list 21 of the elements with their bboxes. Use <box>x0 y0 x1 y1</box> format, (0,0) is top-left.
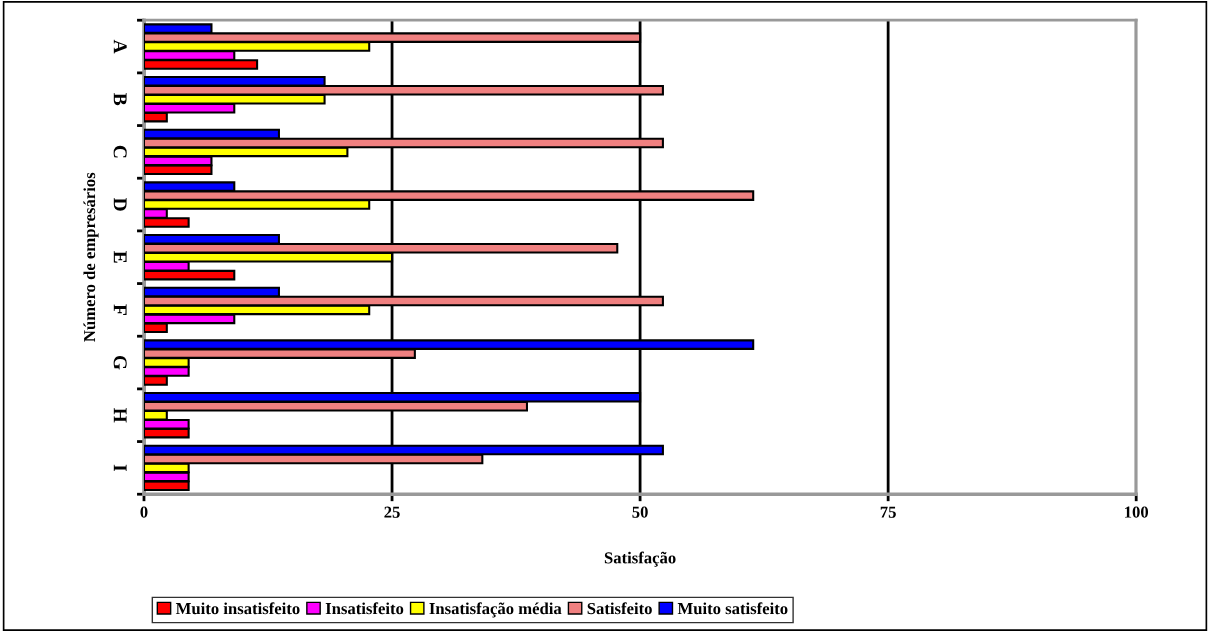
x-tick-label: 75 <box>880 506 896 518</box>
y-tick-label: E <box>113 251 127 263</box>
legend-label: Muito satisfeito <box>677 602 788 615</box>
x-tick-label: 100 <box>1125 506 1149 518</box>
y-tick-label: A <box>113 39 127 54</box>
x-axis-title: Satisfação <box>604 551 676 567</box>
legend-label: Muito insatisfeito <box>175 602 300 615</box>
y-tick-label: B <box>113 93 127 106</box>
legend-label: Insatisfação média <box>429 602 562 618</box>
y-tick-label: I <box>113 464 127 472</box>
x-tick-label: 25 <box>384 506 400 518</box>
y-tick-label: H <box>113 407 127 423</box>
x-tick-label: 0 <box>140 506 148 518</box>
y-tick-label: D <box>113 197 127 211</box>
y-tick-label: G <box>113 355 127 370</box>
y-tick-label: F <box>113 304 127 315</box>
legend-label: Satisfeito <box>587 602 652 615</box>
y-tick-label: C <box>113 145 127 158</box>
y-axis-title: Número de empresários <box>83 172 99 342</box>
legend-label: Insatisfeito <box>325 602 404 615</box>
x-tick-label: 50 <box>632 506 648 518</box>
